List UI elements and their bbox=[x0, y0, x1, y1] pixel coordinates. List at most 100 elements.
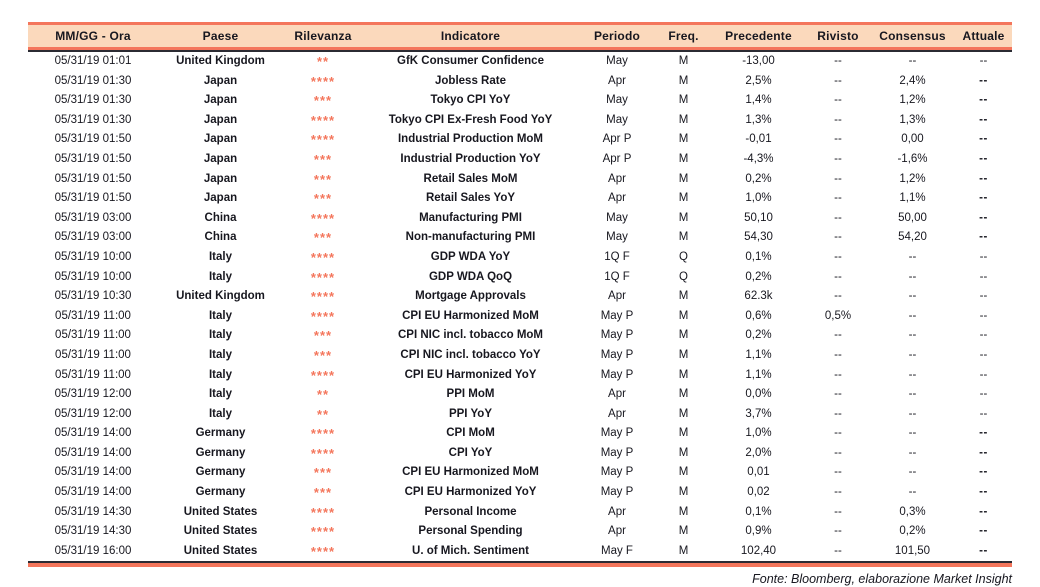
column-header-period: Periodo bbox=[578, 22, 656, 50]
cell-previous: 62.3k bbox=[744, 290, 773, 303]
cell-indicator: Retail Sales MoM bbox=[423, 172, 518, 185]
cell-previous: 1,0% bbox=[745, 427, 772, 440]
cell-country: China bbox=[204, 211, 237, 224]
cell-previous: 3,7% bbox=[745, 407, 772, 420]
relevance-stars: *** bbox=[313, 230, 333, 246]
table-row: 05/31/19 14:30 United States **** Personal … bbox=[28, 503, 1012, 523]
cell-previous: 0,02 bbox=[747, 486, 770, 499]
cell-frequency: M bbox=[678, 368, 689, 381]
cell-frequency: M bbox=[678, 211, 689, 224]
table-row: 05/31/19 01:50 Japan *** Retail Sales MoM Ap… bbox=[28, 170, 1012, 190]
cell-actual: -- bbox=[979, 152, 988, 165]
cell-revised: -- bbox=[834, 74, 842, 87]
cell-revised: -- bbox=[806, 542, 870, 564]
cell-consensus: 1,2% bbox=[899, 172, 926, 185]
column-header-indicator: Indicatore bbox=[363, 22, 578, 50]
cell-revised: -- bbox=[834, 250, 842, 263]
cell-actual: -- bbox=[979, 270, 988, 283]
cell-frequency: M bbox=[678, 407, 689, 420]
cell-actual: -- bbox=[979, 407, 988, 420]
cell-country: Italy bbox=[208, 250, 232, 263]
cell-frequency: M bbox=[678, 192, 689, 205]
cell-revised: -- bbox=[834, 407, 842, 420]
cell-time: 05/31/19 14:30 bbox=[54, 505, 132, 518]
relevance-stars: **** bbox=[310, 504, 336, 520]
cell-previous: 0,9% bbox=[745, 525, 772, 538]
cell-frequency: M bbox=[678, 329, 689, 342]
cell-actual: -- bbox=[979, 329, 988, 342]
cell-period: May P bbox=[600, 329, 634, 342]
cell-time: 05/31/19 16:00 bbox=[28, 542, 158, 564]
cell-actual: -- bbox=[979, 290, 988, 303]
table-row: 05/31/19 03:00 China **** Manufacturing PMI… bbox=[28, 209, 1012, 229]
cell-previous: 0,0% bbox=[745, 388, 772, 401]
table-row: 05/31/19 11:00 Italy *** CPI NIC incl. toba… bbox=[28, 326, 1012, 346]
cell-frequency: M bbox=[678, 525, 689, 538]
table-row: 05/31/19 14:00 Germany **** CPI YoY May P M 2,… bbox=[28, 444, 1012, 464]
relevance-stars: **** bbox=[310, 249, 336, 265]
cell-period: May bbox=[606, 211, 628, 224]
cell-actual: -- bbox=[979, 466, 988, 479]
cell-frequency: M bbox=[678, 133, 689, 146]
table-row: 05/31/19 03:00 China *** Non-manufacturing … bbox=[28, 228, 1012, 248]
cell-time: 05/31/19 10:30 bbox=[54, 290, 132, 303]
column-header-relevance: Rilevanza bbox=[283, 22, 363, 50]
cell-actual: -- bbox=[979, 505, 988, 518]
cell-frequency: M bbox=[678, 348, 689, 361]
cell-country: Italy bbox=[208, 348, 232, 361]
cell-period: May bbox=[606, 94, 628, 107]
relevance-stars: **** bbox=[310, 524, 336, 540]
column-header-actual: Attuale bbox=[955, 22, 1012, 50]
cell-time: 05/31/19 11:00 bbox=[55, 329, 131, 342]
cell-previous: -4,3% bbox=[743, 152, 774, 165]
cell-country: Italy bbox=[208, 309, 232, 322]
cell-country: United Kingdom bbox=[176, 290, 265, 303]
cell-time: 05/31/19 01:50 bbox=[54, 152, 132, 165]
cell-consensus: -- bbox=[908, 388, 917, 401]
cell-period: Apr P bbox=[602, 133, 632, 146]
cell-revised: -- bbox=[834, 270, 842, 283]
cell-frequency: M bbox=[678, 152, 689, 165]
relevance-stars: ** bbox=[316, 406, 330, 422]
economic-calendar-report: MM/GG - Ora Paese Rilevanza Indicatore P… bbox=[28, 22, 1012, 586]
cell-actual: -- bbox=[979, 388, 988, 401]
cell-period: 1Q F bbox=[604, 250, 630, 263]
cell-revised: -- bbox=[834, 231, 842, 244]
cell-revised: -- bbox=[834, 388, 842, 401]
table-row: 05/31/19 14:00 Germany **** CPI MoM May P M 1,… bbox=[28, 424, 1012, 444]
cell-period: Apr bbox=[608, 290, 626, 303]
table-row: 05/31/19 14:00 Germany *** CPI EU Harmonize… bbox=[28, 483, 1012, 503]
cell-time: 05/31/19 03:00 bbox=[54, 231, 132, 244]
cell-country: United Kingdom bbox=[158, 50, 283, 72]
cell-previous: 0,2% bbox=[745, 172, 772, 185]
table-row: 05/31/19 10:30 United Kingdom **** Mortgage… bbox=[28, 287, 1012, 307]
relevance-stars: *** bbox=[313, 171, 333, 187]
cell-frequency: Q bbox=[679, 250, 688, 263]
cell-indicator: Personal Income bbox=[424, 505, 517, 518]
cell-time: 05/31/19 01:30 bbox=[54, 113, 132, 126]
cell-period: May P bbox=[600, 368, 634, 381]
cell-revised: -- bbox=[834, 133, 842, 146]
cell-previous: 50,10 bbox=[744, 211, 773, 224]
relevance-stars: **** bbox=[310, 289, 336, 305]
cell-time: 05/31/19 01:30 bbox=[54, 94, 132, 107]
table-row: 05/31/19 10:00 Italy **** GDP WDA QoQ 1Q F Q 0… bbox=[28, 268, 1012, 288]
cell-indicator: CPI MoM bbox=[446, 427, 495, 440]
cell-country: Italy bbox=[208, 407, 232, 420]
column-header-time: MM/GG - Ora bbox=[28, 22, 158, 50]
cell-consensus: -1,6% bbox=[897, 152, 928, 165]
cell-indicator: Tokyo CPI YoY bbox=[430, 94, 511, 107]
cell-previous: 0,6% bbox=[745, 309, 772, 322]
cell-country: Germany bbox=[195, 486, 246, 499]
cell-previous: 2,0% bbox=[745, 446, 772, 459]
cell-actual: -- bbox=[979, 211, 988, 224]
cell-period: Apr bbox=[608, 388, 626, 401]
relevance-stars: *** bbox=[313, 151, 333, 167]
relevance-stars: **** bbox=[310, 426, 336, 442]
column-header-consensus: Consensus bbox=[870, 22, 955, 50]
cell-time: 05/31/19 12:00 bbox=[54, 388, 132, 401]
cell-previous: -13,00 bbox=[711, 50, 806, 72]
relevance-stars: *** bbox=[313, 191, 333, 207]
cell-revised: -- bbox=[834, 427, 842, 440]
relevance-stars: *** bbox=[313, 485, 333, 501]
